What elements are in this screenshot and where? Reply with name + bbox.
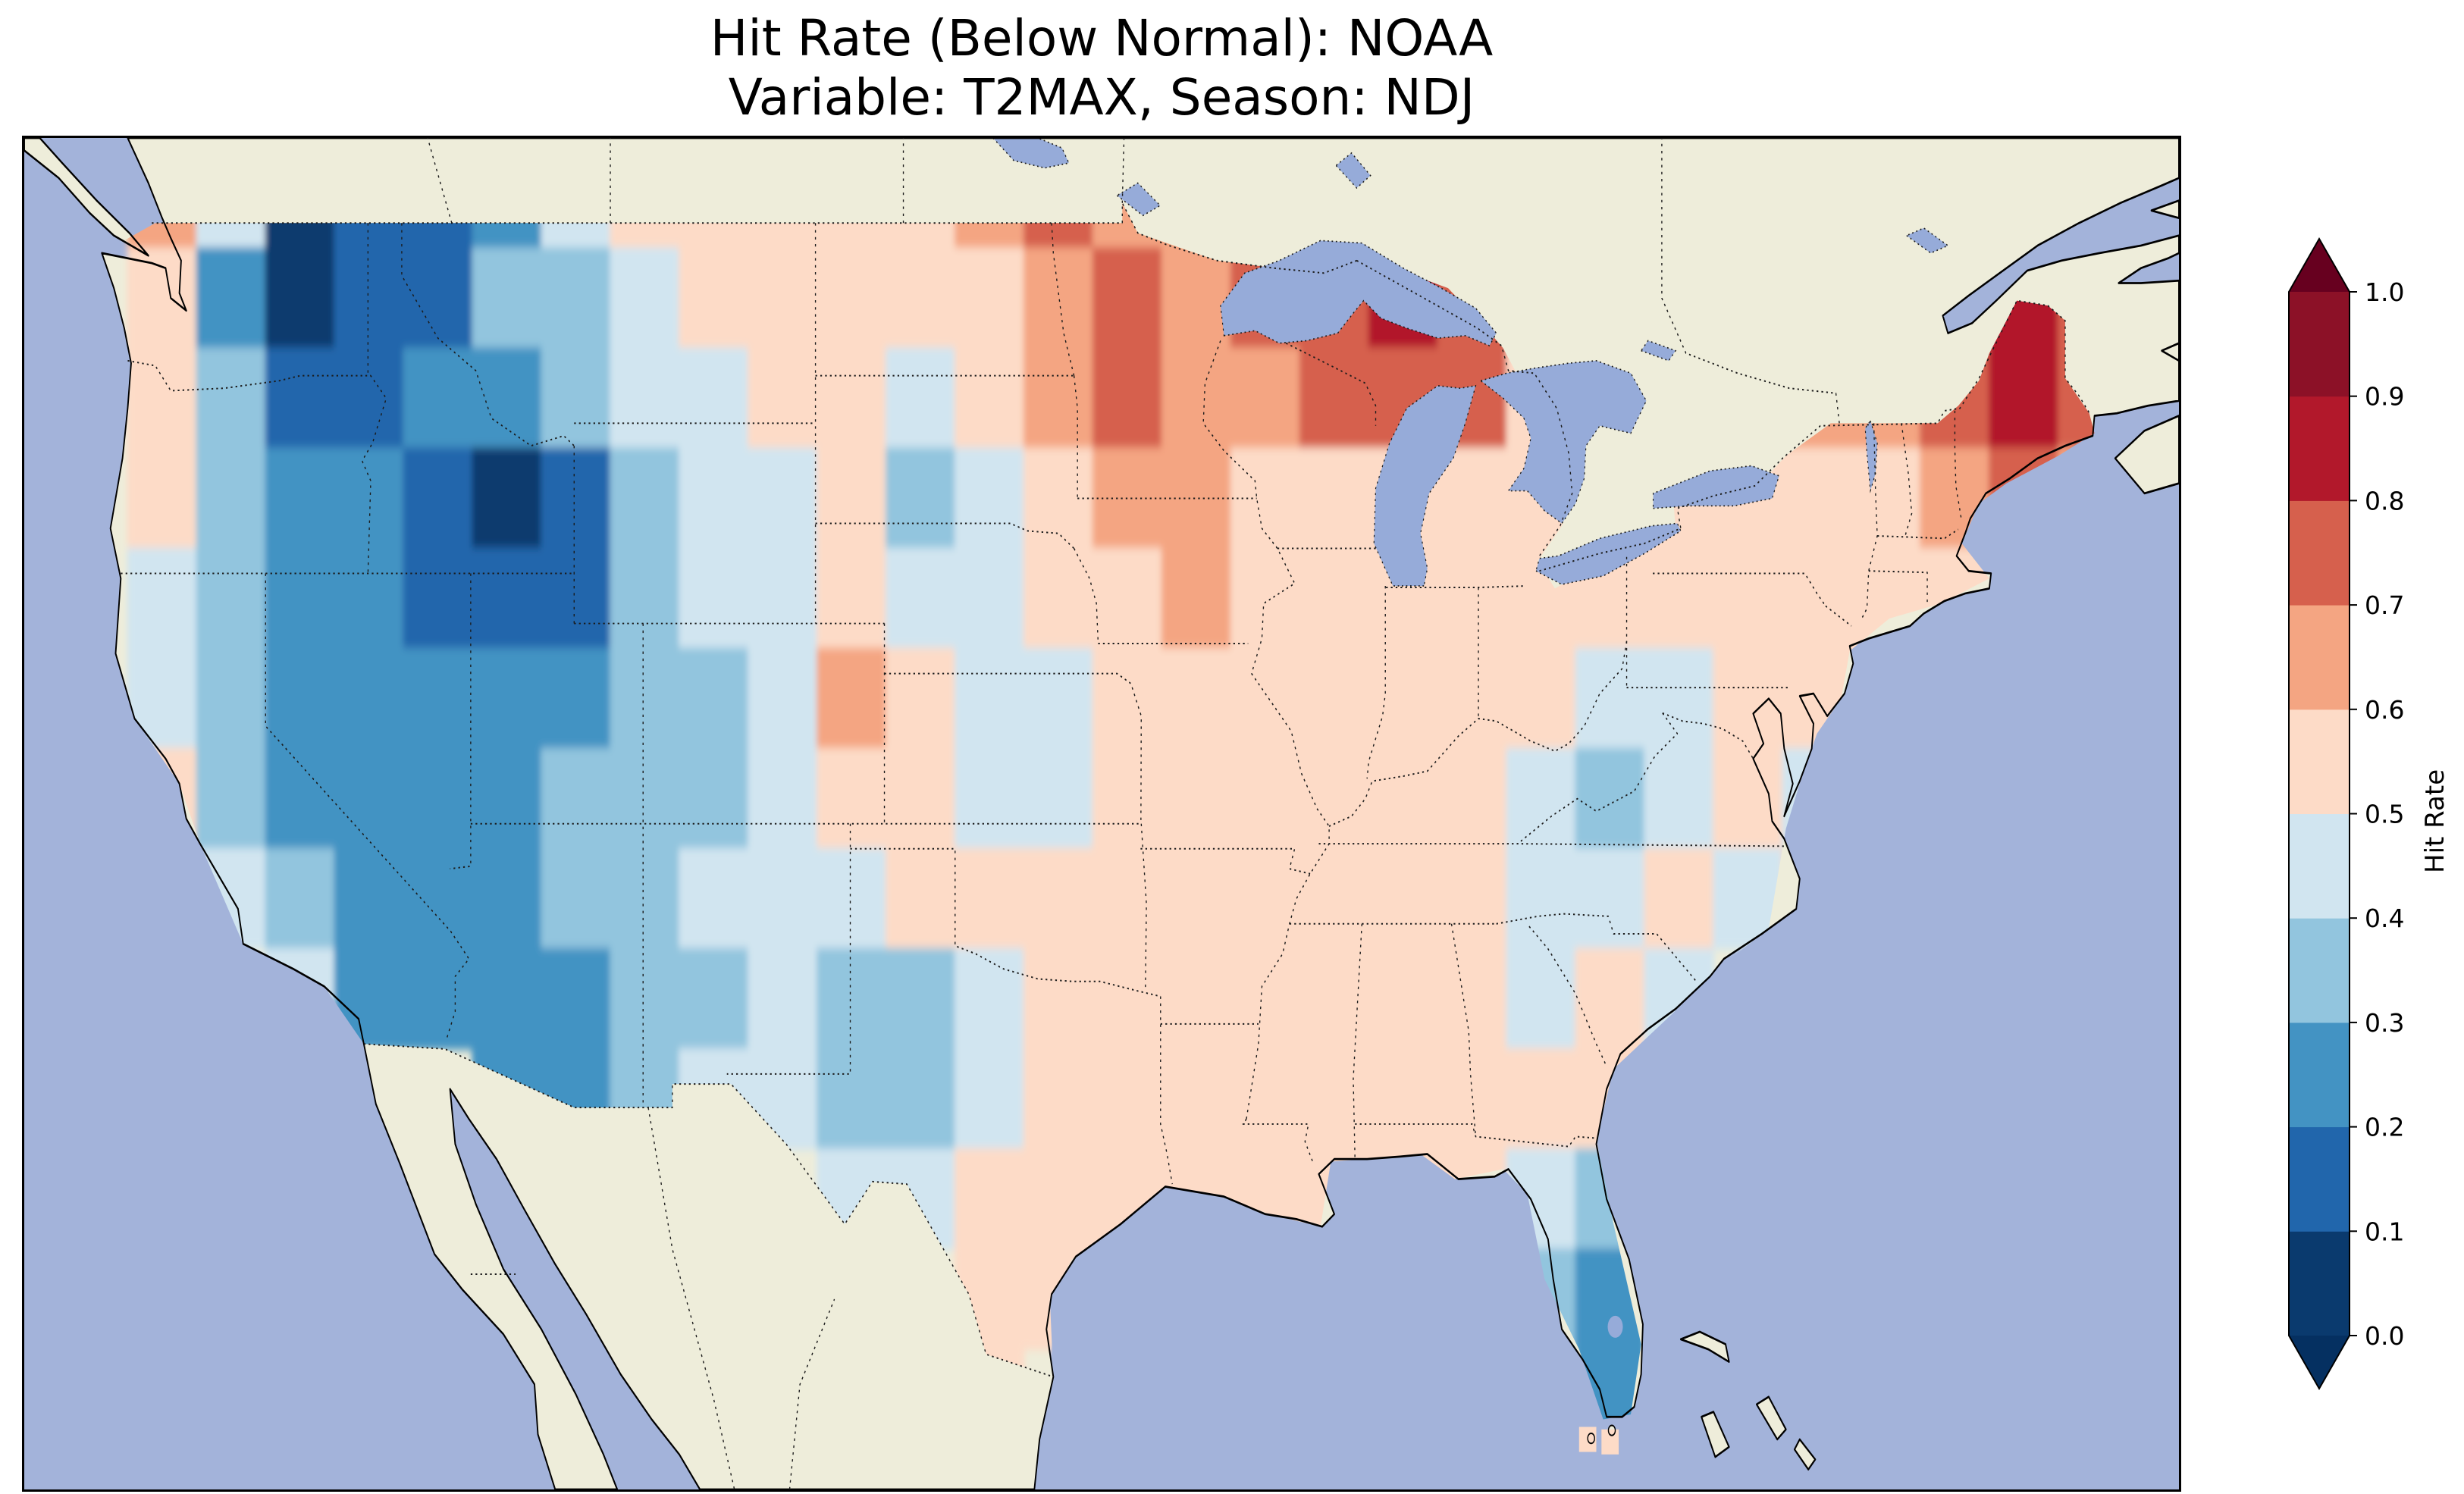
colorbar-label: Hit Rate: [2420, 769, 2450, 873]
colorbar-segment: [2289, 396, 2350, 501]
figure-title-line2: Variable: T2MAX, Season: NDJ: [728, 68, 1475, 127]
coastline-layer: [24, 138, 2179, 1489]
figure-title-line1: Hit Rate (Below Normal): NOAA: [710, 9, 1494, 67]
colorbar-tick-label: 0.8: [2365, 486, 2404, 515]
colorbar-tick-label: 1.0: [2365, 277, 2404, 307]
figure-title: Hit Rate (Below Normal): NOAA Variable: …: [22, 9, 2181, 127]
map-frame: [22, 136, 2181, 1492]
colorbar-segment: [2289, 500, 2350, 606]
colorbar: 1.0 0.9 0.8 0.7 0.6 0.5 0.4 0.3 0.2 0.1 0.0: [2278, 227, 2464, 1440]
colorbar-tick-label: 0.7: [2365, 590, 2404, 620]
colorbar-tick-label: 0.4: [2365, 904, 2404, 933]
lakes-layer: [992, 138, 1949, 1338]
colorbar-segment: [2289, 918, 2350, 1023]
colorbar-segment: [2289, 605, 2350, 710]
colorbar-segment: [2289, 292, 2350, 397]
colorbar-canvas: 1.0 0.9 0.8 0.7 0.6 0.5 0.4 0.3 0.2 0.1 0.0: [2288, 236, 2404, 1391]
colorbar-tick-label: 0.0: [2365, 1321, 2404, 1351]
colorbar-segment: [2289, 709, 2350, 814]
colorbar-segment: [2289, 1126, 2350, 1232]
colorbar-tick-label: 0.9: [2365, 382, 2404, 412]
map-canvas: [24, 138, 2179, 1489]
colorbar-tick-label: 0.2: [2365, 1113, 2404, 1142]
colorbar-tick-label: 0.3: [2365, 1008, 2404, 1038]
colorbar-segment: [2289, 1231, 2350, 1336]
colorbar-tick-label: 0.1: [2365, 1217, 2404, 1246]
colorbar-tick-label: 0.5: [2365, 800, 2404, 829]
colorbar-tick-label: 0.6: [2365, 695, 2404, 725]
state-borders-layer: [121, 138, 2092, 1489]
colorbar-segment: [2289, 813, 2350, 919]
colorbar-segment: [2289, 1022, 2350, 1128]
